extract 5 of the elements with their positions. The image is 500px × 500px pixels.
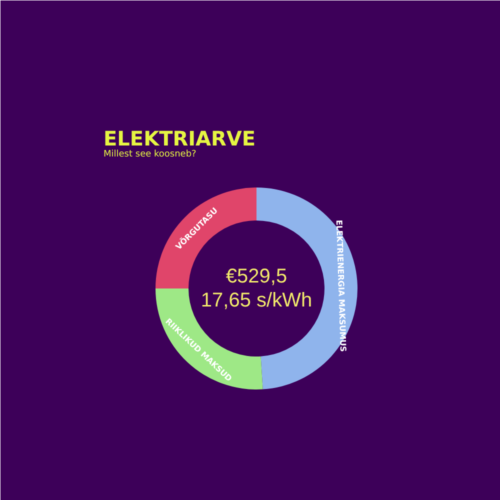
text: €529,5: [226, 266, 288, 288]
text: 17,65 s/kWh: [200, 290, 312, 312]
chart-subtitle: Millest see koosneb?: [104, 150, 197, 160]
chart-title: ELEKTRIARVE: [104, 126, 256, 150]
slice-label: ELEKTRIENERGIA MAKSUMUS: [334, 220, 348, 352]
